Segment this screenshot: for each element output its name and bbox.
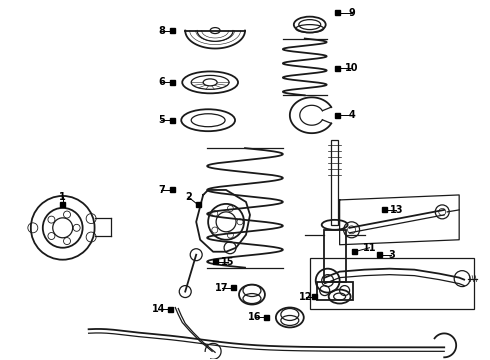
- Text: 2: 2: [185, 192, 192, 202]
- Text: 5: 5: [158, 115, 165, 125]
- Bar: [60, 202, 65, 207]
- Bar: [196, 202, 201, 207]
- Bar: [168, 307, 173, 312]
- Bar: [170, 118, 175, 123]
- Text: 11: 11: [363, 243, 376, 253]
- Bar: [377, 252, 382, 257]
- Bar: [317, 282, 353, 300]
- Text: 17: 17: [215, 283, 229, 293]
- Text: 3: 3: [388, 250, 395, 260]
- Bar: [335, 10, 340, 15]
- Bar: [310, 258, 474, 310]
- Bar: [382, 207, 387, 212]
- Text: 4: 4: [348, 110, 355, 120]
- Bar: [170, 28, 175, 33]
- Text: 7: 7: [158, 185, 165, 195]
- Text: 6: 6: [158, 77, 165, 87]
- Bar: [352, 249, 357, 254]
- Text: 12: 12: [299, 292, 313, 302]
- Bar: [331, 140, 338, 225]
- Text: 9: 9: [348, 8, 355, 18]
- Bar: [324, 230, 345, 282]
- Text: 14: 14: [151, 305, 165, 315]
- Bar: [170, 188, 175, 193]
- Text: 1: 1: [59, 192, 66, 202]
- Text: 13: 13: [390, 205, 403, 215]
- Bar: [265, 315, 270, 320]
- Text: 16: 16: [248, 312, 262, 323]
- Bar: [231, 285, 236, 290]
- Bar: [335, 66, 340, 71]
- Text: 10: 10: [345, 63, 358, 73]
- Bar: [312, 294, 317, 299]
- Bar: [170, 80, 175, 85]
- Bar: [335, 113, 340, 118]
- Text: 15: 15: [221, 257, 235, 267]
- Bar: [213, 259, 218, 264]
- Text: 8: 8: [158, 26, 165, 36]
